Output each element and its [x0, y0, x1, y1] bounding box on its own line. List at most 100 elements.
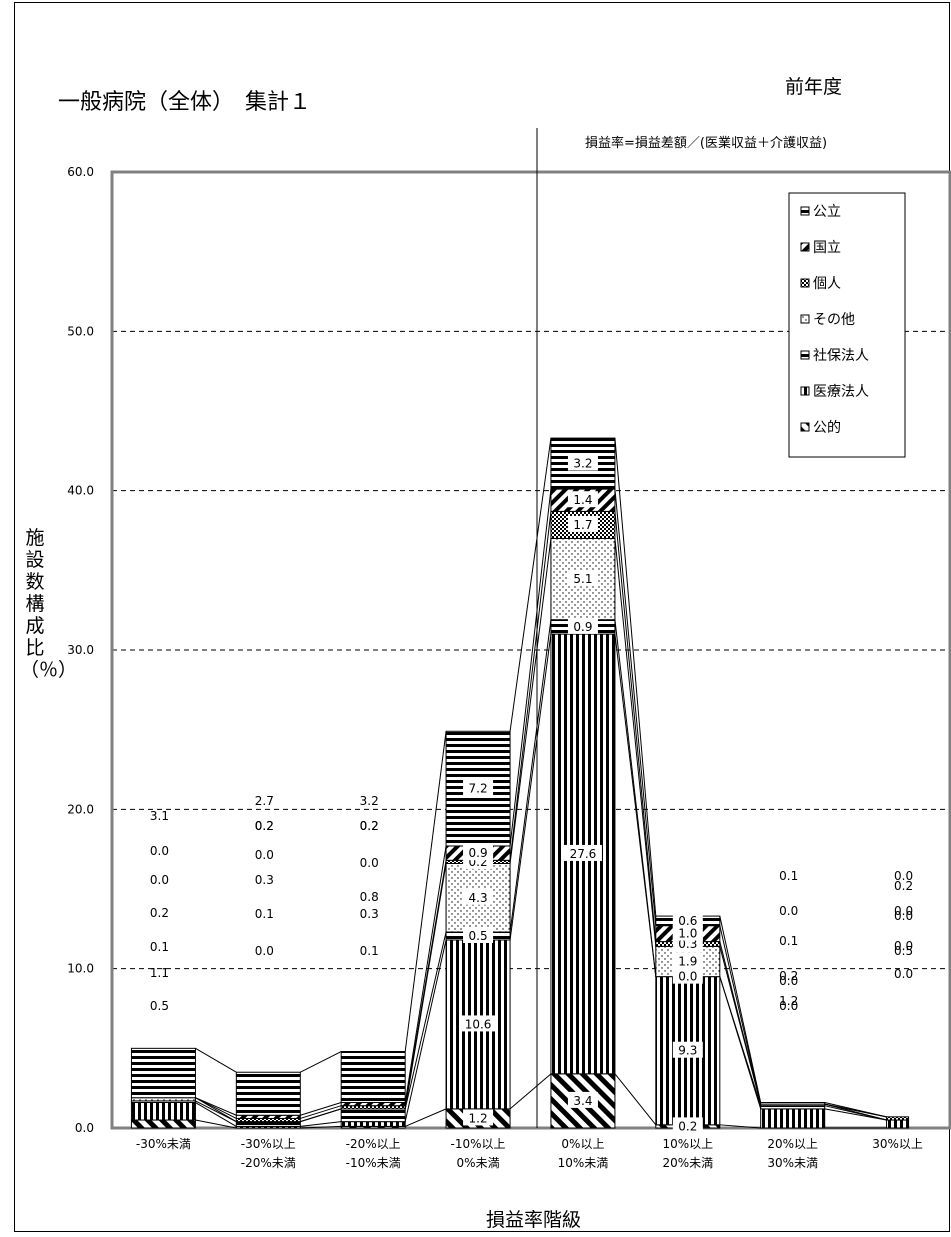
- data-label: 0.2: [255, 819, 274, 833]
- data-label: 0.2: [255, 819, 274, 833]
- series-connector: [404, 845, 447, 1103]
- data-label: 0.2: [360, 819, 379, 833]
- data-label: 0.5: [150, 999, 169, 1013]
- series-connector: [824, 1103, 887, 1121]
- series-connector: [195, 1047, 237, 1073]
- series-connector: [195, 1119, 237, 1129]
- x-axis-label: 損益率階級: [486, 1209, 582, 1231]
- data-label: 0.5: [894, 944, 913, 958]
- bar-segment-公立: [340, 1051, 406, 1104]
- legend-label: 公的: [813, 420, 841, 436]
- x-tick-label: -30%以上: [241, 1137, 296, 1151]
- legend-swatch: [800, 350, 810, 360]
- legend-swatch: [800, 314, 810, 324]
- y-tick-label: 10.0: [67, 962, 94, 976]
- x-tick-label: -10%未満: [346, 1156, 401, 1170]
- data-label-box: [672, 924, 703, 941]
- legend-swatch: [800, 278, 810, 288]
- data-label: 0.0: [894, 904, 913, 918]
- data-label-box: [672, 967, 703, 984]
- data-label-box: [672, 1041, 703, 1058]
- data-label-box: [672, 911, 703, 928]
- series-connector: [404, 863, 447, 1109]
- x-tick-label: -20%未満: [241, 1156, 296, 1170]
- y-tick-label: 60.0: [67, 165, 94, 179]
- x-tick-label: 20%未満: [662, 1156, 713, 1170]
- x-tick-label: -20%以上: [346, 1137, 401, 1151]
- data-label: 10.6: [465, 1017, 492, 1031]
- plot-border: [110, 170, 951, 1130]
- legend-label: 医療法人: [813, 383, 869, 400]
- series-connector: [300, 1125, 342, 1129]
- y-axis-label: 施設数構成比（％）: [20, 527, 78, 681]
- chart-title: 一般病院（全体） 集計１: [58, 90, 312, 115]
- series-connector: [300, 1121, 342, 1127]
- series-connector: [614, 619, 657, 977]
- data-label-box: [672, 1117, 703, 1134]
- data-label: 1.1: [150, 966, 169, 980]
- series-connector: [614, 489, 657, 926]
- data-label: 0.2: [678, 1119, 697, 1133]
- x-tick-label: 20%以上: [767, 1137, 818, 1151]
- y-tick-label: 30.0: [67, 643, 94, 657]
- bar-segment-公的: [130, 1119, 196, 1129]
- data-label: 4.3: [469, 891, 488, 905]
- y-tick-label: 50.0: [67, 324, 94, 338]
- series-connector: [719, 941, 762, 1105]
- data-label-box: [672, 952, 703, 969]
- series-connector: [404, 931, 447, 1109]
- data-label: 0.2: [360, 819, 379, 833]
- data-label: 1.0: [678, 927, 697, 941]
- data-label: 0.8: [360, 890, 379, 904]
- series-connector: [509, 1073, 552, 1110]
- data-label: 0.1: [779, 934, 798, 948]
- data-label: 1.2: [779, 994, 798, 1008]
- series-connector: [614, 511, 657, 942]
- chart-subtitle: 前年度: [785, 76, 843, 98]
- y-tick-label: 40.0: [67, 484, 94, 498]
- series-connector: [719, 915, 762, 1103]
- series-connector: [509, 438, 552, 732]
- data-label: 0.1: [150, 940, 169, 954]
- data-label-box: [567, 491, 598, 508]
- data-label: 0.9: [469, 846, 488, 860]
- series-connector: [300, 1105, 342, 1119]
- data-label-box: [459, 1015, 498, 1032]
- data-label: 0.0: [360, 856, 379, 870]
- data-label: 0.2: [779, 969, 798, 983]
- data-label-box: [463, 927, 494, 944]
- data-label: 0.3: [360, 907, 379, 921]
- series-connector: [404, 939, 447, 1122]
- series-connector: [300, 1108, 342, 1123]
- data-label: 3.4: [573, 1094, 592, 1108]
- data-label: 0.6: [678, 914, 697, 928]
- legend-swatch: [800, 422, 810, 432]
- data-label: 27.6: [570, 847, 597, 861]
- series-connector: [614, 1073, 657, 1126]
- legend-label: 社保法人: [813, 348, 869, 364]
- series-connector: [509, 538, 552, 864]
- bar-segment-公立: [130, 1047, 196, 1099]
- data-label-box: [463, 1109, 494, 1126]
- data-label: 0.0: [894, 939, 913, 953]
- legend-label: 個人: [813, 276, 841, 292]
- data-label-box: [567, 1091, 598, 1108]
- series-connector: [300, 1051, 342, 1073]
- data-label: 0.0: [779, 904, 798, 918]
- series-connector: [404, 731, 447, 1052]
- data-label: 1.7: [573, 518, 592, 532]
- series-connector: [195, 1097, 237, 1116]
- x-tick-label: 10%以上: [662, 1137, 713, 1151]
- legend-label: その他: [813, 312, 855, 328]
- data-label: 0.0: [894, 869, 913, 883]
- data-label: 1.9: [678, 954, 697, 968]
- data-label: 0.0: [255, 944, 274, 958]
- data-label: 0.1: [779, 869, 798, 883]
- series-connector: [300, 1102, 342, 1116]
- legend-label: 公立: [813, 204, 841, 220]
- x-tick-label: 30%未満: [767, 1156, 818, 1170]
- bar-segment-医療法人: [340, 1121, 406, 1127]
- x-tick-label: -30%未満: [136, 1137, 191, 1151]
- data-label: 0.0: [779, 974, 798, 988]
- bar-segment-公立: [235, 1071, 301, 1116]
